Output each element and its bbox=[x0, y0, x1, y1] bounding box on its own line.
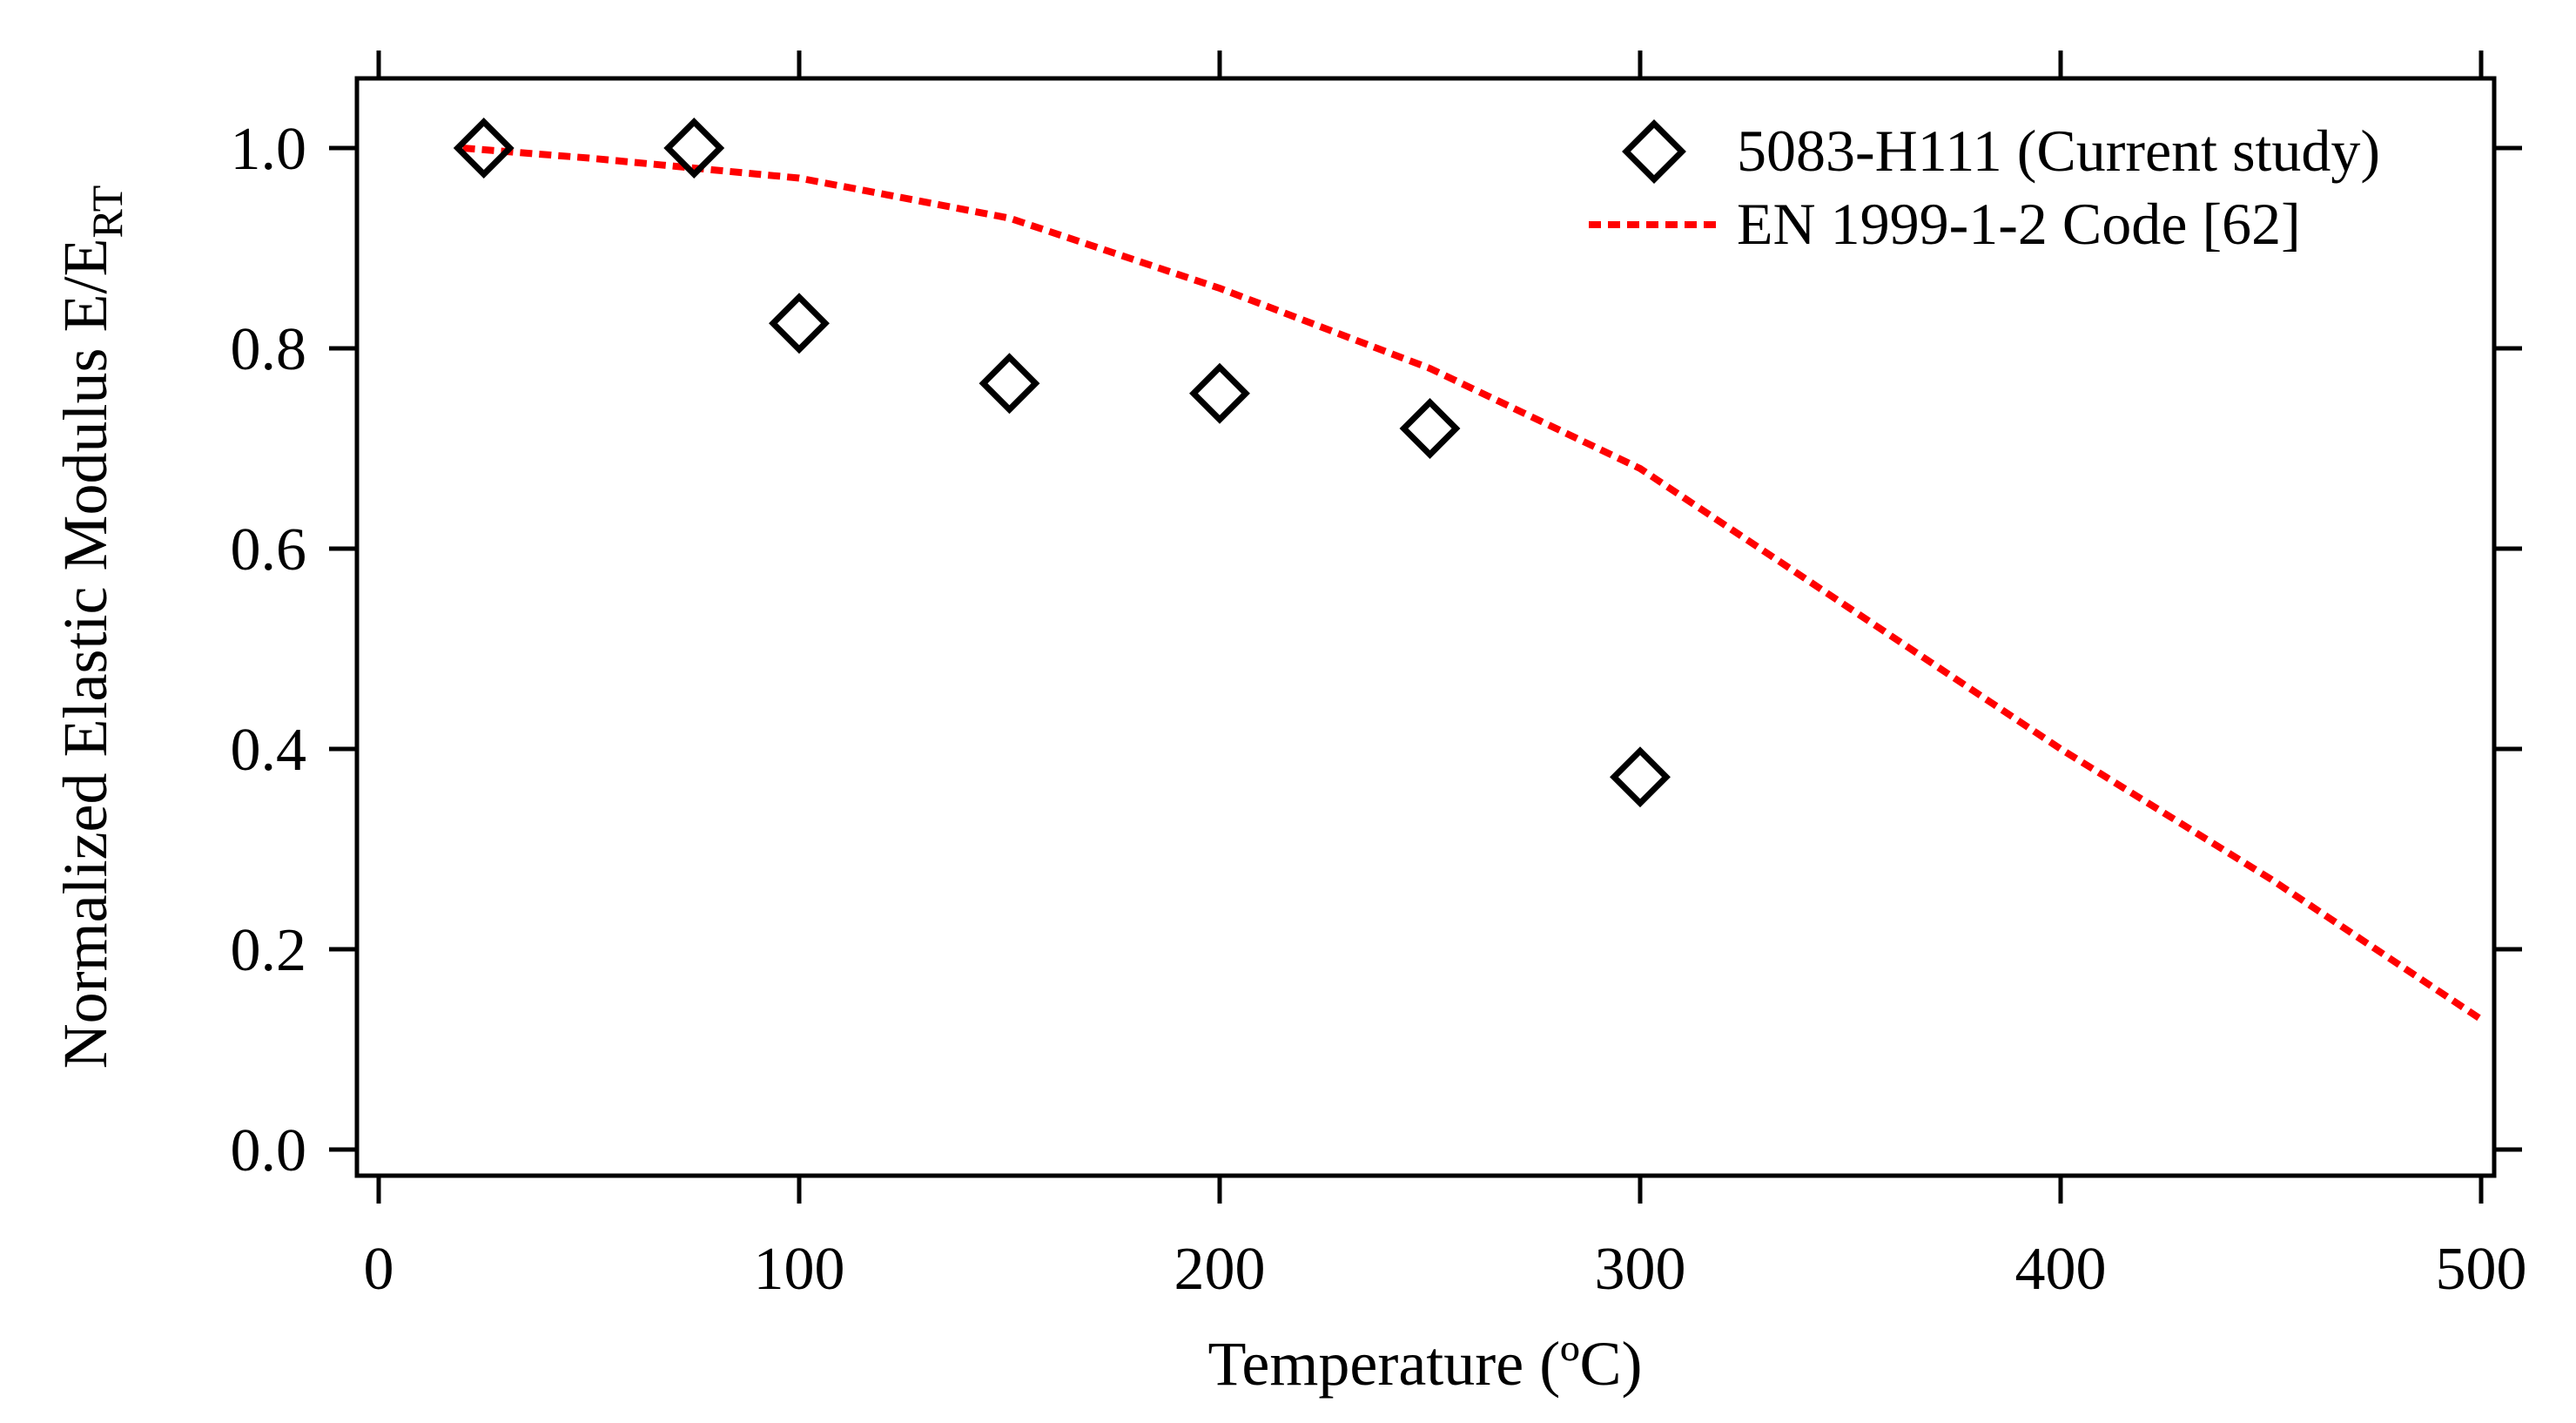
legend-marker-diamond bbox=[1622, 119, 1686, 184]
data-point-diamond bbox=[663, 118, 725, 179]
legend-label-5083: 5083-H111 (Current study) bbox=[1737, 118, 2380, 184]
x-tick-label: 400 bbox=[2015, 1236, 2107, 1303]
y-tick-label: 0.8 bbox=[231, 316, 307, 383]
plot-frame bbox=[354, 76, 2497, 1178]
y-axis-title: Normalized Elastic Modulus E/ERT bbox=[50, 185, 131, 1069]
x-axis-title: Temperature (ºC) bbox=[1207, 1329, 1642, 1399]
x-tick-label: 200 bbox=[1174, 1236, 1266, 1303]
data-point-diamond bbox=[453, 118, 515, 179]
y-tick-label: 0.2 bbox=[231, 917, 307, 984]
x-tick-label: 100 bbox=[754, 1236, 845, 1303]
series-lines bbox=[462, 145, 2484, 1022]
data-point-diamond bbox=[1189, 362, 1250, 424]
y-tick-labels: 0.0 0.2 0.4 0.6 0.8 1.0 bbox=[231, 116, 307, 1184]
y-tick-label: 0.6 bbox=[231, 516, 307, 583]
x-tick-label: 500 bbox=[2436, 1236, 2527, 1303]
y-tick-label: 0.4 bbox=[231, 717, 307, 784]
data-point-diamond bbox=[1610, 746, 1671, 808]
y-axis-title-subscript: RT bbox=[83, 185, 131, 239]
legend-label-en1999: EN 1999-1-2 Code [62] bbox=[1737, 191, 2301, 257]
x-tick-label: 0 bbox=[364, 1236, 394, 1303]
x-tick-label: 300 bbox=[1595, 1236, 1686, 1303]
axis-ticks bbox=[329, 51, 2522, 1204]
data-point-diamond bbox=[979, 353, 1040, 415]
data-point-diamond bbox=[769, 293, 830, 354]
y-axis-title-main: Normalized Elastic Modulus E/E bbox=[50, 239, 120, 1069]
series-line-en1999 bbox=[462, 145, 2484, 1022]
legend: 5083-H111 (Current study) EN 1999-1-2 Co… bbox=[1589, 118, 2380, 257]
y-tick-label: 0.0 bbox=[231, 1117, 307, 1184]
data-point-diamond bbox=[1399, 398, 1461, 459]
x-tick-labels: 0 100 200 300 400 500 bbox=[364, 1236, 2527, 1303]
y-tick-label: 1.0 bbox=[231, 116, 307, 183]
series-markers bbox=[453, 118, 1671, 808]
